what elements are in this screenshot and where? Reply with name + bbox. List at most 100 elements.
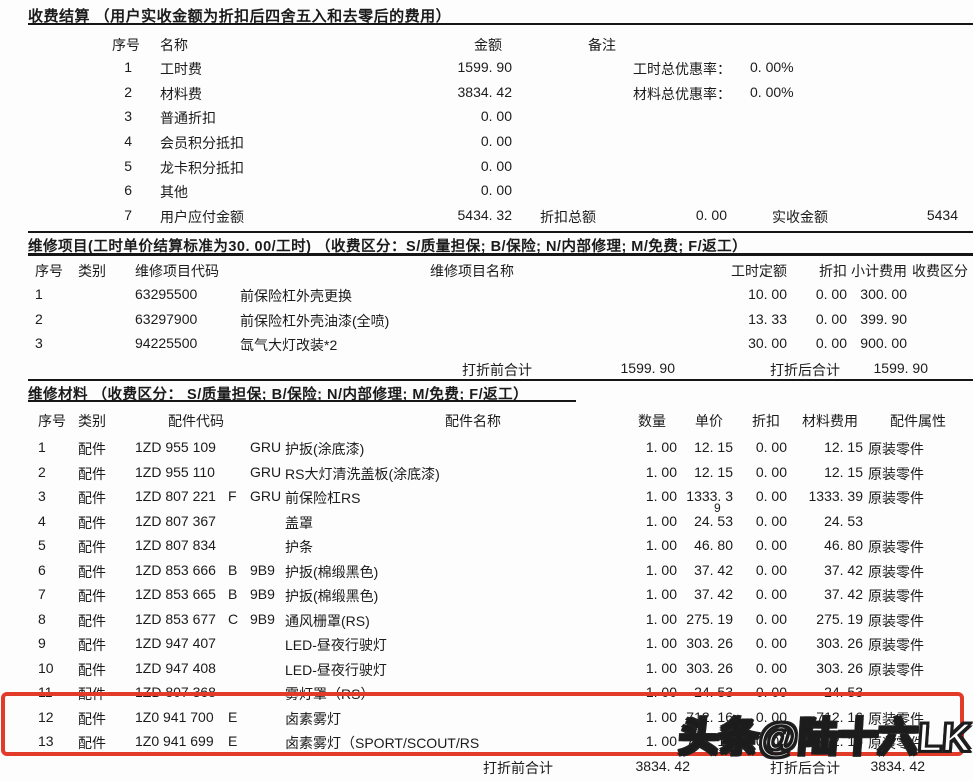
part-code: 1ZD 955 109 bbox=[135, 439, 216, 455]
part-category: 配件 bbox=[78, 539, 106, 555]
repair-item-row: 1 63295500 前保险杠外壳更换 10. 00 0. 00 300. 00 bbox=[0, 284, 973, 309]
column-header-labor-quota: 工时定额 bbox=[731, 263, 787, 279]
settlement-section: 收费结算 （用户实收金额为折扣后四舍五入和去零后的费用） 序号 名称 金额 备注… bbox=[0, 0, 973, 232]
column-header-unit-price: 单价 bbox=[695, 413, 723, 429]
watermark: 头条@陆十六LK bbox=[676, 715, 973, 761]
material-cost: 1333. 39 bbox=[808, 488, 864, 504]
column-header-part-code: 配件代码 bbox=[168, 413, 224, 429]
unit-price: 1333. 3 bbox=[686, 488, 733, 504]
column-header-category: 类别 bbox=[78, 413, 106, 429]
quantity: 1. 00 bbox=[645, 733, 677, 749]
part-color-code: 9B9 bbox=[250, 610, 275, 627]
quantity: 1. 00 bbox=[645, 512, 677, 529]
column-header-material-cost: 材料费用 bbox=[802, 413, 858, 429]
row-number: 3 bbox=[38, 488, 46, 504]
part-attribute: 原装零件 bbox=[868, 637, 924, 653]
unit-price-wrapped-digit: 9 bbox=[714, 501, 721, 515]
quantity: 1. 00 bbox=[645, 635, 677, 651]
row-number: 13 bbox=[38, 733, 54, 749]
quantity: 1. 00 bbox=[645, 708, 677, 725]
part-name: LED-昼夜行驶灯 bbox=[285, 661, 387, 678]
row-number: 10 bbox=[38, 659, 54, 676]
row-number: 4 bbox=[38, 512, 46, 529]
fee-amount: 0. 00 bbox=[480, 157, 512, 174]
part-attribute: 原装零件 bbox=[868, 735, 924, 751]
material-row: 10 配件 1ZD 947 408 LED-昼夜行驶灯 1. 00 303. 26 0. 0… bbox=[0, 658, 973, 683]
material-cost: 46. 80 bbox=[824, 537, 863, 553]
part-name: 前保险杠RS bbox=[285, 490, 361, 506]
row-number: 4 bbox=[124, 133, 132, 150]
part-color-code: GRU bbox=[250, 463, 282, 480]
fee-amount: 0. 00 bbox=[480, 182, 512, 199]
fee-name: 用户应付金额 bbox=[160, 209, 244, 226]
repair-items-rows: 1 63295500 前保险杠外壳更换 10. 00 0. 00 300. 00 2 6329… bbox=[0, 284, 973, 358]
repair-items-title-underline bbox=[28, 253, 973, 256]
material-row: 1 配件 1ZD 955 109 GRU 护扳(涂底漆) 1. 00 12. 15 0. 00… bbox=[0, 437, 973, 462]
material-row: 9 配件 1ZD 947 407 LED-昼夜行驶灯 1. 00 303. 26 0. 00… bbox=[0, 633, 973, 658]
repair-items-totals-row: 打折前合计 1599. 90 打折后合计 1599. 90 bbox=[0, 358, 973, 383]
part-color-code: 9B9 bbox=[250, 561, 275, 578]
column-header-no: 序号 bbox=[112, 37, 140, 53]
material-row: 7 配件 1ZD 853 665 B 9B9 护扳(棉缎黑色) 1. 00 37. 42 0. … bbox=[0, 584, 973, 609]
part-attribute: 原装零件 bbox=[868, 563, 924, 580]
repair-materials-header-row: 序号 类别 配件代码 配件名称 数量 单价 折扣 材料费用 配件属性 bbox=[0, 409, 973, 434]
column-header-part-attribute: 配件属性 bbox=[890, 413, 946, 429]
material-row: 5 配件 1ZD 807 834 护条 1. 00 46. 80 0. 00 46. 80 原装… bbox=[0, 535, 973, 560]
row-number: 11 bbox=[38, 684, 53, 700]
part-code: 1ZD 807 368 bbox=[135, 684, 216, 700]
settlement-header-row: 序号 名称 金额 备注 bbox=[0, 33, 973, 58]
material-cost: 303. 26 bbox=[816, 635, 863, 651]
row-number: 2 bbox=[124, 83, 132, 100]
row-number: 7 bbox=[124, 207, 132, 224]
material-row: 6 配件 1ZD 853 666 B 9B9 护扳(棉缎黑色) 1. 00 37. 42 0. … bbox=[0, 560, 973, 585]
fee-name: 工时费 bbox=[160, 61, 202, 77]
repair-item-row: 2 63297900 前保险杠外壳油漆(全喷) 13. 33 0. 00 399. 90 bbox=[0, 309, 973, 334]
discount: 0. 00 bbox=[755, 463, 787, 480]
material-cost: 12. 15 bbox=[824, 463, 863, 480]
material-cost: 712. 16 bbox=[816, 708, 863, 725]
remark-label: 材料总优惠率： bbox=[633, 85, 731, 102]
material-row: 8 配件 1ZD 853 677 C 9B9 通风栅罩(RS) 1. 00 275. 19 0.… bbox=[0, 609, 973, 634]
part-attribute: 原装零件 bbox=[868, 441, 924, 457]
discount-total-label: 折扣总额 bbox=[540, 209, 596, 226]
fee-name: 材料费 bbox=[160, 85, 202, 102]
part-name: 护条 bbox=[285, 539, 313, 555]
settlement-row: 3 普通折扣 0. 00 bbox=[0, 106, 973, 131]
remark-value: 0. 00% bbox=[750, 59, 794, 75]
repair-item-name: 前保险杠外壳更换 bbox=[240, 288, 352, 304]
column-header-discount: 折扣 bbox=[752, 413, 780, 429]
fee-amount: 1599. 90 bbox=[457, 59, 513, 75]
part-category: 配件 bbox=[78, 637, 106, 653]
part-code-suffix: B bbox=[228, 586, 238, 602]
part-category: 配件 bbox=[78, 735, 106, 751]
unit-price: 275. 19 bbox=[686, 610, 733, 627]
part-name: 卤素雾灯（SPORT/SCOUT/RS bbox=[285, 735, 480, 751]
part-name: 护扳(涂底漆) bbox=[285, 441, 365, 457]
discount: 0. 00 bbox=[815, 335, 847, 352]
settlement-row: 5 龙卡积分抵扣 0. 00 bbox=[0, 156, 973, 181]
unit-price: 12. 15 bbox=[694, 463, 733, 480]
column-header-no: 序号 bbox=[38, 413, 66, 429]
discount: 0. 00 bbox=[755, 586, 787, 602]
material-cost: 712. 16 bbox=[816, 733, 863, 749]
settlement-row: 2 材料费 3834. 42 材料总优惠率： 0. 00% bbox=[0, 82, 973, 107]
quantity: 1. 00 bbox=[645, 659, 677, 676]
row-number: 1 bbox=[38, 439, 46, 455]
part-code: 1ZD 955 110 bbox=[135, 463, 215, 480]
settlement-row: 4 会员积分抵扣 0. 00 bbox=[0, 131, 973, 156]
total-after-discount-value: 1599. 90 bbox=[873, 360, 929, 376]
repair-materials-section: 维修材料 （收费区分： S/质量担保; B/保险; N/内部修理; M/免费; … bbox=[0, 379, 973, 778]
material-cost: 303. 26 bbox=[816, 659, 863, 676]
part-code: 1ZD 807 367 bbox=[135, 512, 216, 529]
part-attribute: 原装零件 bbox=[868, 465, 924, 482]
row-number: 9 bbox=[38, 635, 46, 651]
material-row: 12 配件 1Z0 941 700 E 卤素雾灯 1. 00 712. 16 0. 00 712… bbox=[0, 707, 973, 732]
labor-quota: 30. 00 bbox=[748, 335, 787, 352]
quantity: 1. 00 bbox=[645, 537, 677, 553]
discount: 0. 00 bbox=[755, 635, 787, 651]
row-number: 6 bbox=[124, 182, 132, 199]
column-header-no: 序号 bbox=[35, 263, 63, 279]
part-code-suffix: E bbox=[228, 733, 238, 749]
material-cost: 37. 42 bbox=[824, 561, 863, 578]
